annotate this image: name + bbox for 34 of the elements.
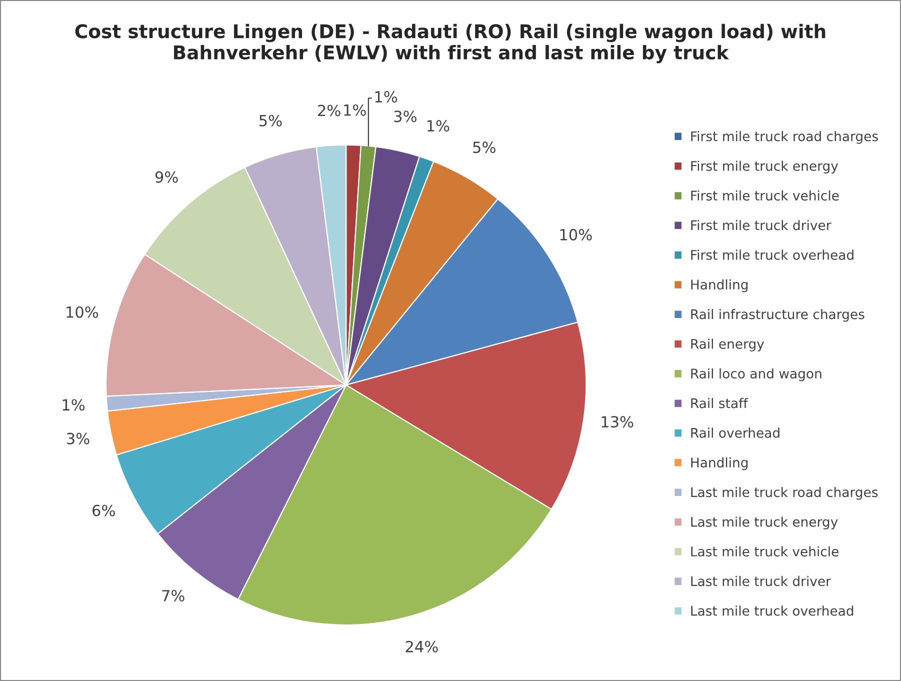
legend-label: Rail energy <box>691 338 764 352</box>
data-label: 7% <box>162 590 184 602</box>
legend-label: Rail overhead <box>691 428 780 438</box>
data-label: 3% <box>394 110 416 122</box>
legend-label: Last mile truck vehicle <box>691 546 838 556</box>
data-label: 5% <box>260 114 282 126</box>
legend-label: Rail staff <box>691 398 748 408</box>
legend-label: First mile truck driver <box>691 220 832 230</box>
data-label: 1% <box>427 120 450 132</box>
data-label: 1% <box>62 399 85 411</box>
legend-label: Rail infrastructure charges <box>691 309 864 322</box>
legend-label: First mile truck overhead <box>691 250 854 260</box>
data-label: 1% <box>344 104 366 116</box>
legend-label: Rail loco and wagon <box>691 368 822 382</box>
data-label: 6% <box>92 504 115 516</box>
data-label: 13% <box>602 416 634 428</box>
legend-label: Last mile truck overhead <box>691 606 854 616</box>
legend-label: First mile truck road charges <box>691 131 878 144</box>
legend-label: Last mile truck energy <box>691 516 838 530</box>
legend-label: Last mile truck driver <box>691 576 831 586</box>
legend-label: First mile truck energy <box>691 160 838 174</box>
data-label: 3% <box>67 432 90 444</box>
legend-label: Last mile truck road charges <box>691 486 878 500</box>
legend-label: Handling <box>691 279 748 292</box>
data-label: 2% <box>318 104 340 116</box>
chart-title: Cost structure Lingen (DE) - Radauti (RO) Rail (single wagon load) with Bahnverkehr (EWLV) with first and last mile by truck <box>75 24 826 64</box>
data-label: 24% <box>406 640 438 652</box>
data-label: 1% <box>375 91 398 103</box>
data-label: 10% <box>560 228 592 240</box>
legend-label: First mile truck vehicle <box>691 190 839 201</box>
data-label: 5% <box>473 142 496 154</box>
data-label: 9% <box>155 171 178 183</box>
legend-label: Handling <box>691 457 748 470</box>
data-label: 10% <box>66 306 98 318</box>
